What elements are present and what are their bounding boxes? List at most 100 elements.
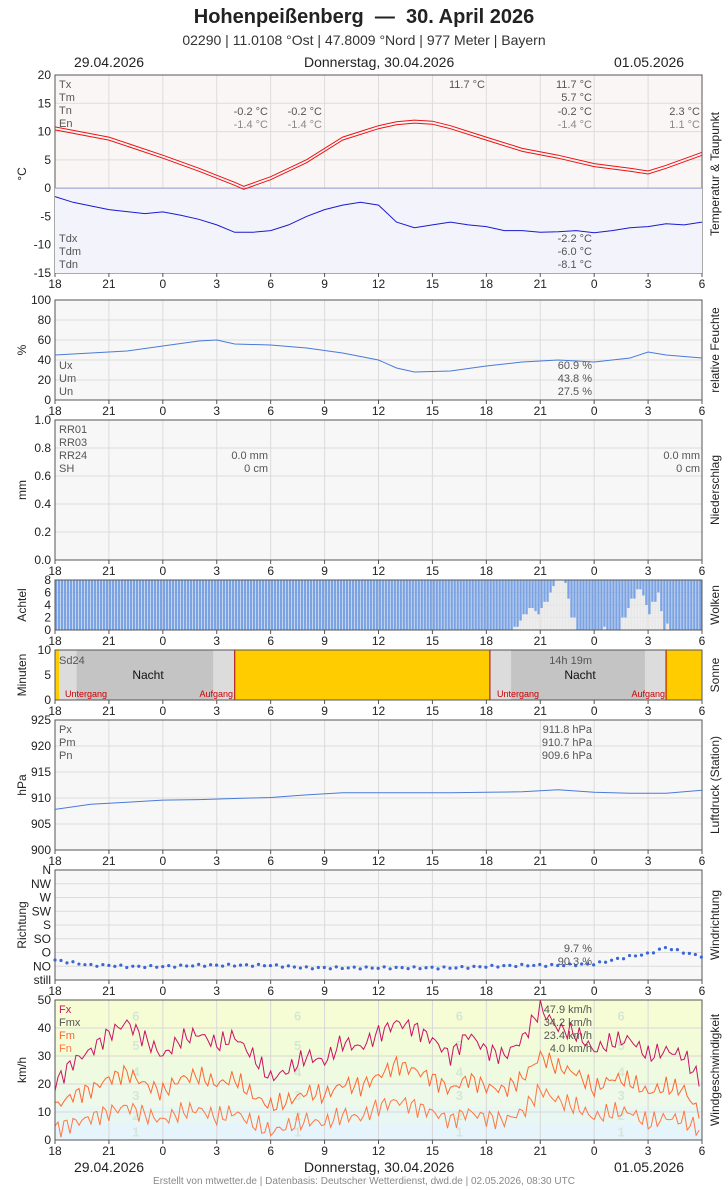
clear-bar: [552, 586, 555, 630]
wind-dir-point: [592, 963, 596, 967]
cloud-bar: [228, 580, 232, 630]
annotation: -2.2 °C: [558, 233, 592, 245]
legend-label: SH: [59, 463, 74, 475]
x-tick-label: 3: [213, 1144, 220, 1158]
annotation: 34.2 km/h: [544, 1017, 592, 1029]
cloud-bar: [348, 580, 352, 630]
x-tick-label: 6: [267, 564, 274, 578]
y-axis-label: Richtung: [15, 901, 29, 948]
cloud-bar: [186, 580, 190, 630]
cloud-bar: [210, 580, 214, 630]
cloud-bar: [624, 580, 627, 618]
cloud-bar: [477, 580, 480, 630]
cloud-bar: [510, 580, 513, 630]
y-tick-label: 920: [31, 739, 51, 753]
cloud-bar: [303, 580, 307, 630]
cloud-bar: [333, 580, 337, 630]
cloud-bar: [588, 580, 591, 630]
x-tick-label: 0: [159, 564, 166, 578]
x-tick-label: 0: [159, 634, 166, 648]
x-tick-label: 9: [321, 277, 328, 291]
cloud-bar: [252, 580, 256, 630]
cloud-bar: [552, 580, 555, 587]
y-tick-label: 0: [44, 1133, 51, 1147]
y-tick-label: S: [43, 918, 51, 932]
cloud-bar: [66, 580, 70, 630]
cloud-bar: [282, 580, 286, 630]
x-tick-label: 3: [645, 704, 652, 718]
cloud-bar: [642, 580, 645, 596]
wind-dir-point: [562, 964, 566, 968]
wind-dir-point: [244, 963, 249, 967]
x-tick-label: 18: [48, 704, 62, 718]
side-label: relative Feuchte: [708, 307, 722, 393]
cloud-bar: [174, 580, 178, 630]
x-tick-label: 18: [48, 1144, 62, 1158]
cloud-bar: [405, 580, 408, 630]
beaufort-label: 4: [618, 1064, 626, 1079]
cloud-bar: [165, 580, 169, 630]
clear-bar: [549, 592, 552, 630]
x-tick-label: 6: [699, 1144, 706, 1158]
x-tick-label: 3: [213, 404, 220, 418]
cloud-bar: [114, 580, 118, 630]
annotation: 909.6 hPa: [542, 750, 593, 762]
cloud-bar: [351, 580, 354, 630]
x-tick-label: 3: [213, 634, 220, 648]
x-tick-label: 6: [699, 564, 706, 578]
annotation: 2.3 °C: [669, 106, 700, 118]
cloud-bar: [216, 580, 220, 630]
x-tick-label: 0: [159, 704, 166, 718]
x-tick-label: 18: [48, 277, 62, 291]
wind-dir-point: [693, 952, 697, 957]
cloud-bar: [468, 580, 471, 630]
cloud-bar: [426, 580, 429, 630]
clear-bar: [528, 608, 531, 630]
clear-bar: [645, 605, 648, 630]
x-tick-label: 15: [426, 564, 440, 578]
y-tick-label: 20: [38, 68, 52, 82]
y-tick-label: N: [42, 863, 51, 877]
cloud-bar: [87, 580, 91, 630]
wind-dir-point: [286, 964, 291, 968]
y-axis-label: Achtel: [15, 588, 29, 621]
x-tick-label: 21: [534, 404, 548, 418]
cloud-bar: [75, 580, 79, 630]
beaufort-label: 1: [294, 1125, 301, 1140]
clear-bar: [627, 608, 630, 630]
wind-dir-point: [167, 964, 171, 968]
cloud-bar: [390, 580, 393, 630]
annotation: 47.9 km/h: [544, 1004, 592, 1016]
legend-label: Sd24: [59, 655, 85, 667]
cold-bg: [55, 188, 702, 273]
cloud-bar: [363, 580, 366, 630]
x-tick-label: 6: [699, 404, 706, 418]
cloud-bar: [441, 580, 444, 630]
x-tick-label: 15: [426, 854, 440, 868]
wind-dir-point: [430, 965, 434, 969]
cloud-bar: [285, 580, 289, 630]
wind-dir-point: [454, 966, 458, 970]
wind-dir-point: [370, 966, 374, 970]
cloud-bar: [618, 580, 621, 630]
beaufort-label: 2: [456, 1108, 463, 1123]
annotation: 0 cm: [244, 463, 268, 475]
legend-label: Pm: [59, 737, 76, 749]
cloud-bar: [138, 580, 142, 630]
x-tick-label: 15: [426, 1144, 440, 1158]
annotation: -0.2 °C: [288, 106, 322, 118]
cloud-bar: [90, 580, 94, 630]
y-axis-label: °C: [15, 167, 29, 181]
x-tick-label: 9: [321, 984, 328, 998]
y-tick-label: O: [42, 946, 51, 960]
wind-dir-point: [143, 965, 147, 970]
y-tick-label: 0.0: [34, 553, 51, 567]
wind-dir-point: [238, 963, 243, 967]
cloud-bar: [207, 580, 211, 630]
legend-label: Fmx: [59, 1017, 81, 1029]
annotation: 90.3 %: [558, 956, 592, 968]
cloud-bar: [627, 580, 630, 609]
y-tick-label: 915: [31, 765, 51, 779]
beaufort-label: 5: [456, 1038, 463, 1053]
